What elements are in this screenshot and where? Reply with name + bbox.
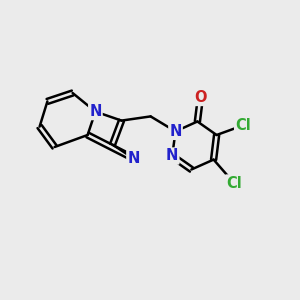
Text: Cl: Cl	[226, 176, 242, 190]
Text: N: N	[89, 104, 102, 119]
Text: N: N	[169, 124, 182, 139]
Text: N: N	[127, 151, 140, 166]
Text: Cl: Cl	[235, 118, 251, 133]
Text: O: O	[194, 90, 207, 105]
Text: N: N	[166, 148, 178, 164]
